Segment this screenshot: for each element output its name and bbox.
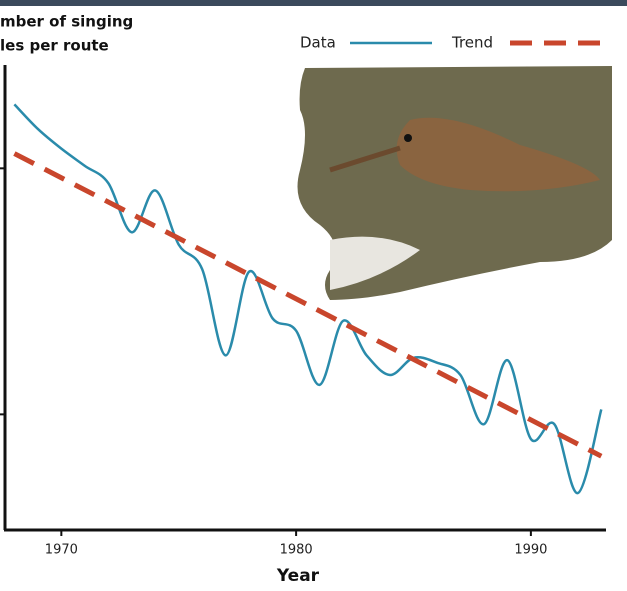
top-bar bbox=[0, 0, 627, 6]
legend-label: Trend bbox=[451, 34, 493, 52]
bird-photo bbox=[298, 66, 613, 300]
x-tick-label: 1990 bbox=[514, 543, 547, 558]
chart: mber of singing les per route Year 1970 1… bbox=[0, 0, 627, 591]
y-label: les per route bbox=[0, 37, 109, 55]
y-label: mber of singing bbox=[0, 13, 133, 31]
x-tick-label: 1970 bbox=[45, 543, 78, 558]
legend-label: Data bbox=[300, 34, 336, 52]
x-tick-label: 1980 bbox=[280, 543, 313, 558]
x-label: Year bbox=[276, 566, 320, 586]
